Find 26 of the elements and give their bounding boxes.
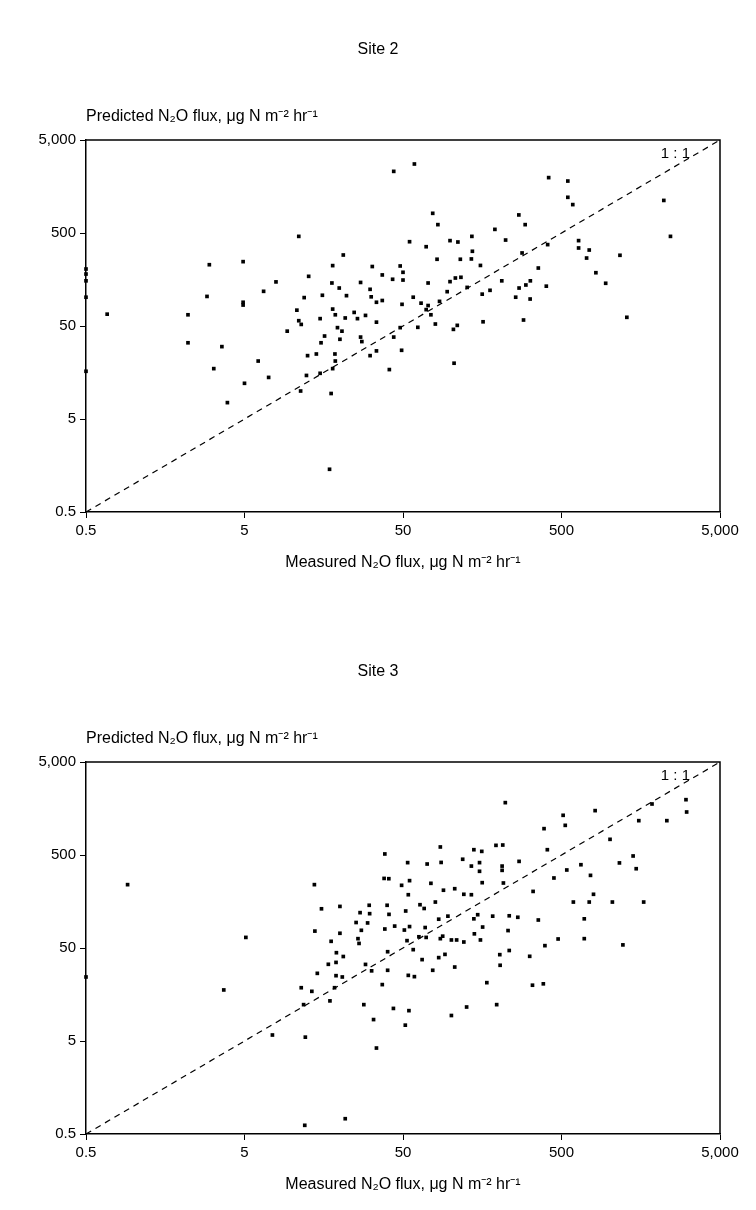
x-tick-label: 5 [240,521,249,539]
x-tick-label: 500 [548,1143,575,1161]
y-tick-label: 500 [50,223,76,241]
y-tick-label: 0.5 [55,1124,76,1142]
x-tick-label: 5,000 [701,521,739,539]
y-tick-label: 5,000 [38,752,76,770]
annotation: 1 : 1 [660,766,690,784]
y-tick-label: 500 [50,845,76,863]
x-tick-label: 500 [548,521,575,539]
x-tick-label: 5,000 [701,1143,739,1161]
x-tick-label: 50 [394,1143,412,1161]
x-tick-label: 5 [240,1143,249,1161]
y-tick-label: 0.5 [55,502,76,520]
chart-title: Site 2 [356,40,400,58]
x-tick-label: 50 [394,521,412,539]
y-tick-label: 5,000 [38,130,76,148]
annotation: 1 : 1 [660,144,690,162]
x-axis-title: Measured N₂O flux, μg N m⁻² hr⁻¹ [284,552,522,572]
y-tick-label: 50 [59,316,76,334]
y-tick-label: 50 [59,938,76,956]
y-tick-label: 5 [67,409,76,427]
y-tick-label: 5 [67,1031,76,1049]
x-axis-title: Measured N₂O flux, μg N m⁻² hr⁻¹ [284,1174,522,1194]
chart-title: Site 3 [356,662,400,680]
y-axis-title: Predicted N₂O flux, μg N m⁻² hr⁻¹ [86,728,318,748]
y-axis-title: Predicted N₂O flux, μg N m⁻² hr⁻¹ [86,106,318,126]
